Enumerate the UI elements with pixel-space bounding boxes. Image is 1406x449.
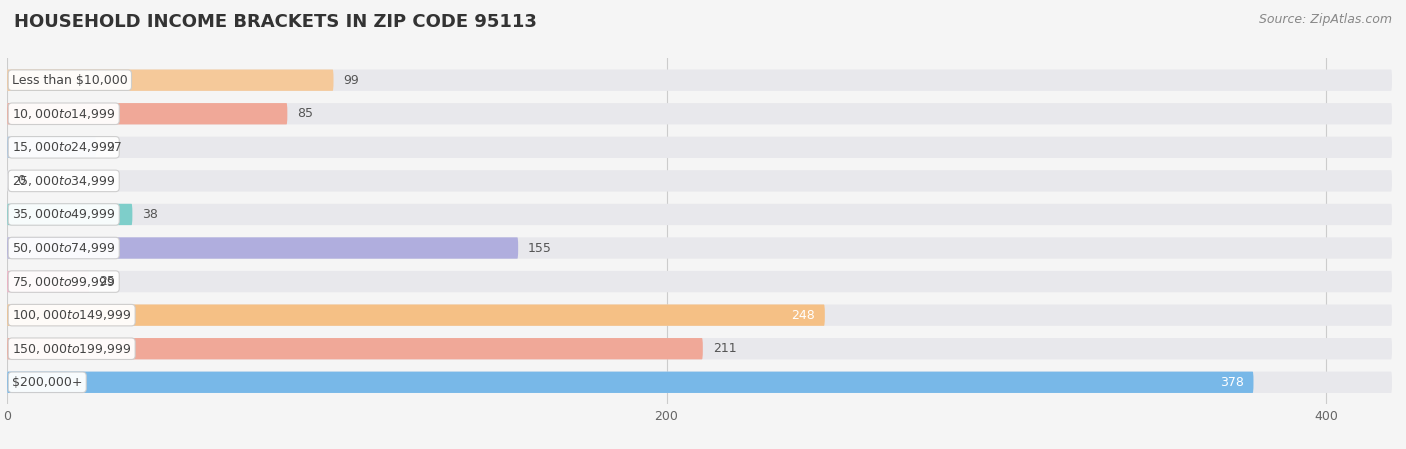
Text: Less than $10,000: Less than $10,000 [13,74,128,87]
FancyBboxPatch shape [7,170,1392,192]
Text: 27: 27 [105,141,122,154]
Text: 378: 378 [1219,376,1243,389]
FancyBboxPatch shape [7,70,333,91]
FancyBboxPatch shape [7,271,1392,292]
FancyBboxPatch shape [7,372,1254,393]
FancyBboxPatch shape [7,304,1392,326]
Text: 211: 211 [713,342,737,355]
FancyBboxPatch shape [7,238,519,259]
Text: $25,000 to $34,999: $25,000 to $34,999 [13,174,115,188]
FancyBboxPatch shape [7,204,1392,225]
FancyBboxPatch shape [7,238,1392,259]
FancyBboxPatch shape [7,204,132,225]
Text: 38: 38 [142,208,157,221]
FancyBboxPatch shape [7,338,703,359]
FancyBboxPatch shape [7,372,1392,393]
FancyBboxPatch shape [7,136,1392,158]
Text: $200,000+: $200,000+ [13,376,83,389]
Text: 0: 0 [17,174,25,187]
FancyBboxPatch shape [7,70,1392,91]
FancyBboxPatch shape [7,304,825,326]
FancyBboxPatch shape [7,103,1392,124]
Text: HOUSEHOLD INCOME BRACKETS IN ZIP CODE 95113: HOUSEHOLD INCOME BRACKETS IN ZIP CODE 95… [14,13,537,31]
Text: 99: 99 [343,74,359,87]
Text: 248: 248 [792,308,815,321]
Text: 155: 155 [529,242,553,255]
FancyBboxPatch shape [7,271,90,292]
Text: $35,000 to $49,999: $35,000 to $49,999 [13,207,115,221]
Text: $75,000 to $99,999: $75,000 to $99,999 [13,275,115,289]
FancyBboxPatch shape [7,103,287,124]
Text: 85: 85 [297,107,314,120]
Text: $10,000 to $14,999: $10,000 to $14,999 [13,107,115,121]
Text: $50,000 to $74,999: $50,000 to $74,999 [13,241,115,255]
Text: $150,000 to $199,999: $150,000 to $199,999 [13,342,131,356]
Text: $100,000 to $149,999: $100,000 to $149,999 [13,308,131,322]
FancyBboxPatch shape [7,338,1392,359]
FancyBboxPatch shape [7,136,96,158]
Text: 25: 25 [100,275,115,288]
Text: Source: ZipAtlas.com: Source: ZipAtlas.com [1258,13,1392,26]
Text: $15,000 to $24,999: $15,000 to $24,999 [13,141,115,154]
